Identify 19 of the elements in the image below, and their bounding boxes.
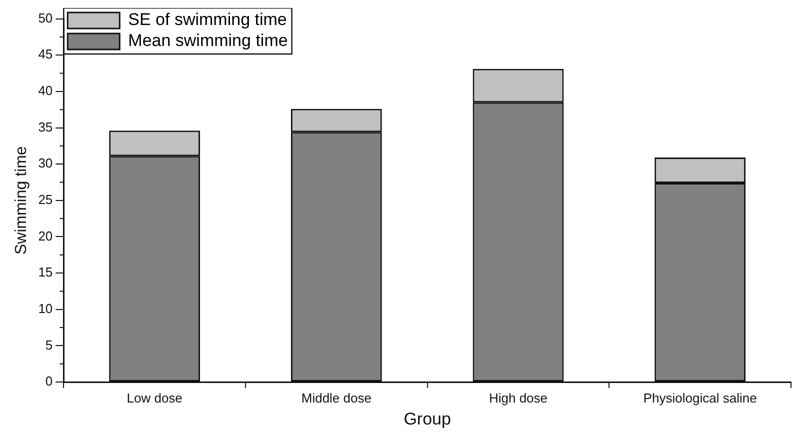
- x-axis-title: Group: [404, 409, 451, 428]
- y-tick-label: 50: [38, 10, 53, 26]
- x-tick-label: Physiological saline: [643, 390, 757, 406]
- y-tick-label: 5: [45, 337, 53, 352]
- y-tick-label: 0: [45, 374, 53, 389]
- y-tick-label: 30: [38, 156, 53, 171]
- y-tick-label: 15: [38, 264, 53, 280]
- x-tick-label: High dose: [488, 390, 548, 406]
- y-tick-label: 40: [38, 83, 53, 98]
- y-tick-label: 35: [38, 119, 53, 134]
- x-tick-label: Middle dose: [301, 390, 372, 406]
- y-axis-title: Swimming time: [13, 146, 30, 255]
- y-tick-label: 20: [38, 228, 53, 244]
- legend-label: SE of swimming time: [128, 10, 287, 30]
- legend-label: Mean swimming time: [128, 31, 288, 50]
- y-tick-label: 10: [38, 300, 53, 316]
- x-tick-label: Low dose: [126, 390, 182, 406]
- y-tick-label: 25: [38, 192, 53, 207]
- y-tick-label: 45: [38, 46, 53, 62]
